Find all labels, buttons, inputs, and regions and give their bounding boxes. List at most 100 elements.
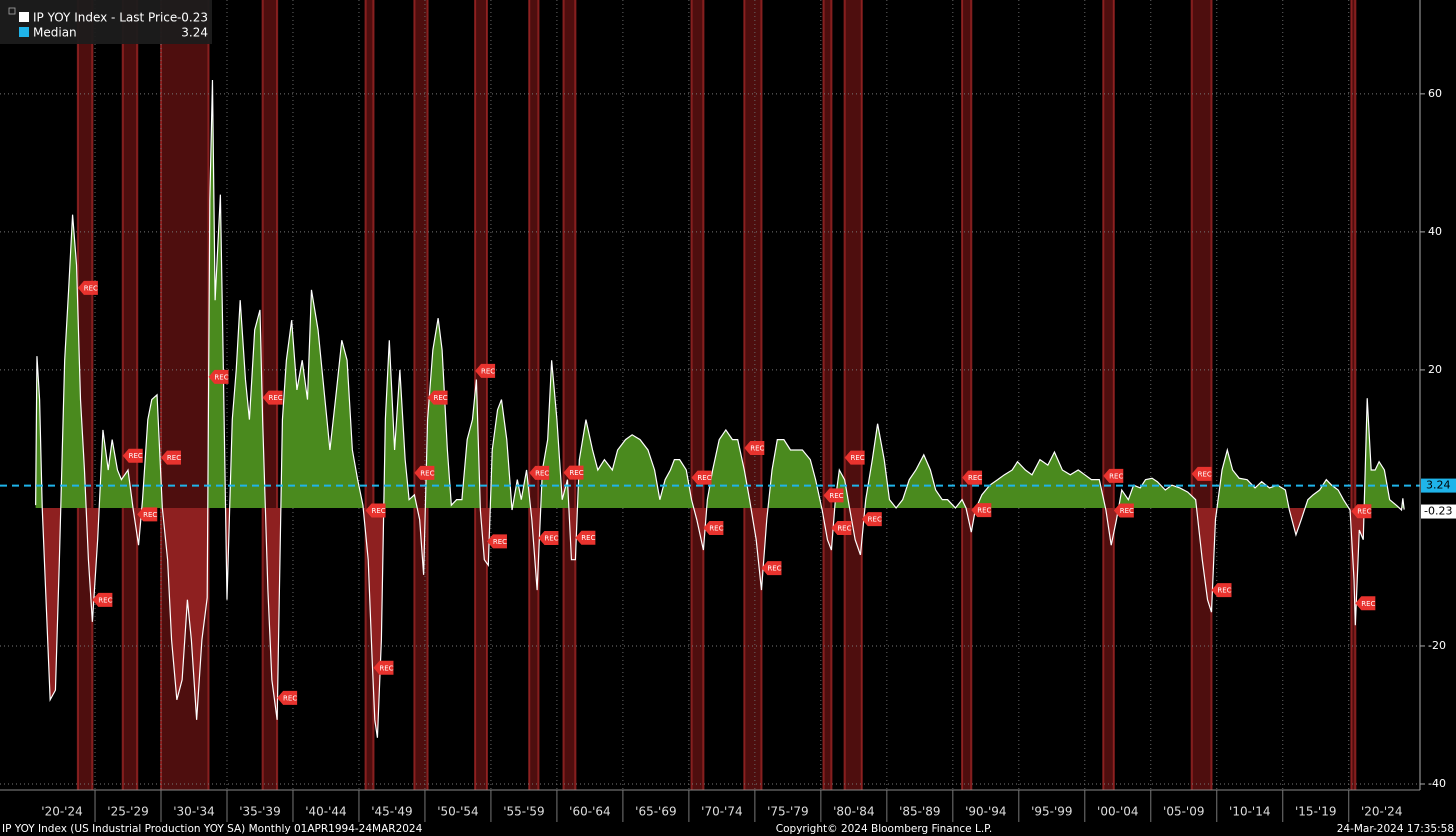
recession-flag — [1103, 468, 1124, 483]
x-tick-label: '60-'64 — [569, 805, 610, 819]
recession-flag-label: REC — [767, 565, 781, 573]
legend-box — [0, 0, 212, 44]
legend-label: Median — [33, 26, 77, 40]
recession-flag — [563, 465, 584, 480]
recession-flag — [823, 488, 844, 503]
x-tick-label: '55-'59 — [503, 805, 544, 819]
x-tick-label: '90-'94 — [965, 805, 1006, 819]
recession-flag-label: REC — [129, 452, 143, 460]
x-axis-band — [0, 790, 1456, 836]
legend-label: IP YOY Index - Last Price — [33, 11, 177, 25]
recession-flag — [1191, 466, 1212, 481]
legend-swatch — [19, 27, 29, 37]
recession-flag — [529, 465, 550, 480]
x-tick-label: '65-'69 — [635, 805, 676, 819]
recession-flag — [1113, 503, 1134, 518]
recession-flag-label: REC — [283, 694, 297, 702]
recession-band — [161, 0, 209, 790]
recession-flag — [691, 470, 712, 485]
recession-band — [414, 0, 428, 790]
x-tick-label: '30-'34 — [173, 805, 214, 819]
legend-swatch — [19, 12, 29, 22]
recession-flag — [475, 363, 496, 378]
recession-flag — [427, 390, 448, 405]
recession-flag-label: REC — [1357, 508, 1371, 516]
x-tick-label: '95-'99 — [1031, 805, 1072, 819]
recession-flag-label: REC — [481, 367, 495, 375]
y-tick-label: -20 — [1428, 639, 1446, 652]
x-tick-label: '40-'44 — [305, 805, 346, 819]
recession-flag-label: REC — [697, 474, 711, 482]
recession-flag — [575, 530, 596, 545]
footer-right: 24-Mar-2024 17:35:58 — [1337, 823, 1454, 835]
y-tick-label: 20 — [1428, 363, 1442, 376]
recession-flag-label: REC — [569, 469, 583, 477]
x-tick-label: '50-'54 — [437, 805, 478, 819]
median-value-label: 3.24 — [1426, 479, 1451, 492]
recession-band — [122, 0, 138, 790]
recession-flag — [137, 507, 158, 522]
x-tick-label: '70-'74 — [701, 805, 742, 819]
x-tick-label: '20-'24 — [1361, 805, 1402, 819]
last-value-label: -0.23 — [1424, 505, 1452, 518]
recession-band — [691, 0, 704, 790]
recession-flag-label: REC — [1217, 587, 1231, 595]
recession-band — [365, 0, 374, 790]
recession-band — [744, 0, 762, 790]
recession-flag-label: REC — [493, 538, 507, 546]
recession-flag-label: REC — [868, 516, 882, 524]
x-tick-label: '75-'79 — [767, 805, 808, 819]
recession-flag-label: REC — [1361, 600, 1375, 608]
legend-value: -0.23 — [177, 11, 208, 25]
recession-band — [529, 0, 539, 790]
recession-flag-label: REC — [544, 535, 558, 543]
x-tick-label: '15-'19 — [1295, 805, 1336, 819]
x-tick-label: '85-'89 — [899, 805, 940, 819]
x-tick-label: '05-'09 — [1163, 805, 1204, 819]
recession-flag-label: REC — [269, 394, 283, 402]
recession-band — [1191, 0, 1212, 790]
recession-band — [962, 0, 972, 790]
recession-flag — [208, 369, 229, 384]
recession-band — [475, 0, 487, 790]
recession-flag-label: REC — [750, 444, 764, 452]
legend-toggle — [8, 7, 16, 15]
recession-flag — [1355, 596, 1376, 611]
recession-flag — [92, 592, 113, 607]
recession-flag-label: REC — [837, 525, 851, 533]
recession-band — [844, 0, 862, 790]
footer-center: Copyright© 2024 Bloomberg Finance L.P. — [776, 823, 992, 835]
y-tick-label: 40 — [1428, 225, 1442, 238]
recession-flag — [373, 660, 394, 675]
x-tick-label: '00-'04 — [1097, 805, 1138, 819]
recession-flag-label: REC — [829, 492, 843, 500]
y-tick-label: 60 — [1428, 87, 1442, 100]
recession-flag — [486, 534, 507, 549]
recession-band — [823, 0, 832, 790]
y-tick-label: -40 — [1428, 777, 1446, 790]
recession-flag — [538, 531, 559, 546]
x-tick-label: '35-'39 — [239, 805, 280, 819]
recession-flag — [122, 448, 143, 463]
x-tick-label: '80-'84 — [833, 805, 874, 819]
recession-flag-label: REC — [851, 454, 865, 462]
recession-flag — [962, 470, 983, 485]
recession-flag — [277, 690, 298, 705]
recession-flag-label: REC — [214, 373, 228, 381]
recession-band — [77, 0, 93, 790]
recession-flag — [761, 561, 782, 576]
recession-flag — [77, 280, 98, 295]
recession-band — [1351, 0, 1356, 790]
recession-flag-label: REC — [143, 511, 157, 519]
recession-flag — [1351, 504, 1372, 519]
recession-flag-label: REC — [968, 474, 982, 482]
recession-flag — [262, 390, 283, 405]
legend-value: 3.24 — [181, 26, 208, 40]
recession-band — [1103, 0, 1114, 790]
last-value-box — [1421, 504, 1456, 519]
series-line — [35, 80, 1405, 738]
recession-flag — [744, 440, 765, 455]
recession-flag — [861, 512, 882, 527]
